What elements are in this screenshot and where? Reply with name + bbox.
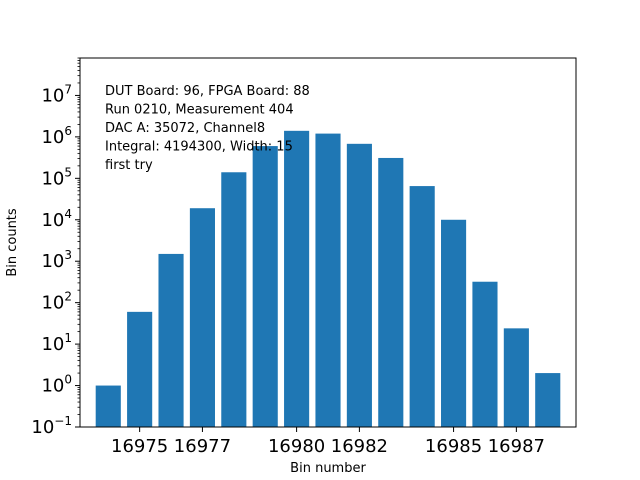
bars-group [95, 130, 561, 428]
y-tick-label: 103 [41, 248, 72, 272]
y-tick-label: 101 [41, 331, 72, 355]
bar-16984 [409, 186, 435, 427]
annotation-line: Integral: 4194300, Width: 15 [105, 140, 293, 155]
bar-16988 [535, 373, 561, 427]
y-tick-label: 105 [41, 165, 72, 189]
annotation-line: DUT Board: 96, FPGA Board: 88 [105, 84, 310, 99]
y-tick-label: 100 [41, 373, 72, 397]
y-axis-ticks: 10−1 100 101 102 103 104 105 106 107 [31, 57, 80, 438]
bar-16974 [95, 385, 121, 427]
x-tick-label: 16980 [268, 436, 325, 457]
bar-16985 [441, 219, 467, 427]
plot-frame [79, 57, 577, 428]
annotation-line: Run 0210, Measurement 404 [105, 103, 294, 118]
bar-16981 [315, 133, 341, 427]
y-tick-label: 106 [41, 124, 72, 148]
y-tick-label: 107 [41, 82, 72, 106]
bar-16986 [472, 281, 498, 427]
bar-16980 [284, 130, 310, 427]
bar-16982 [346, 143, 372, 428]
bar-16978 [221, 172, 247, 427]
y-tick-label: 10−1 [31, 414, 72, 438]
y-tick-label: 102 [41, 290, 72, 314]
annotation-box: DUT Board: 96, FPGA Board: 88 Run 0210, M… [105, 84, 310, 173]
x-tick-label: 16982 [331, 436, 388, 457]
bar-16983 [378, 157, 404, 427]
x-tick-label: 16987 [488, 436, 545, 457]
bar-16976 [158, 253, 184, 427]
x-axis-label: Bin number [290, 461, 366, 476]
bar-16979 [252, 146, 278, 428]
bar-16975 [127, 311, 153, 427]
x-tick-label: 16977 [174, 436, 231, 457]
y-tick-label: 104 [41, 207, 72, 231]
x-axis-ticks: 16975 16977 16980 16982 16985 16987 [111, 427, 545, 457]
annotation-line: first try [105, 158, 153, 173]
x-tick-label: 16985 [425, 436, 482, 457]
bar-16987 [503, 328, 529, 427]
annotation-line: DAC A: 35072, Channel8 [105, 121, 265, 136]
x-tick-label: 16975 [111, 436, 168, 457]
bar-16977 [189, 208, 215, 427]
y-axis-label: Bin counts [5, 208, 20, 277]
